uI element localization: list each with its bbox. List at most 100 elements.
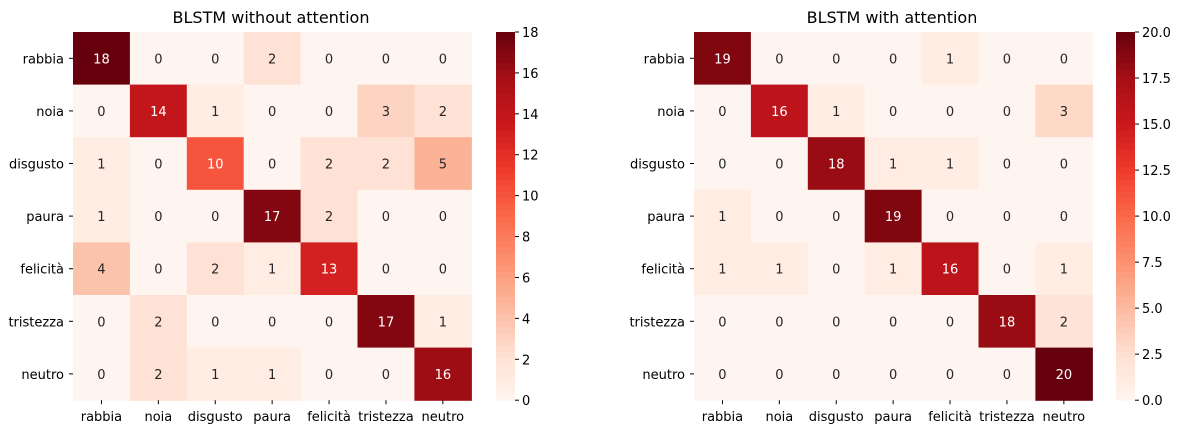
colorbar-segment: [1116, 344, 1135, 352]
heatmap-cell: [807, 32, 866, 86]
cell-value-label: 0: [211, 315, 219, 330]
cell-value-label: 0: [832, 315, 840, 330]
colorbar-segment: [1116, 179, 1135, 187]
colorbar-segment: [496, 357, 515, 364]
heatmap-cell: [864, 347, 923, 401]
y-tick-label: felicità: [20, 263, 64, 278]
colorbar-segment: [1116, 173, 1135, 180]
cell-value-label: 0: [439, 52, 447, 67]
y-tick-label: felicità: [641, 263, 685, 278]
colorbar-segment: [1116, 283, 1135, 291]
colorbar-segment: [496, 363, 515, 371]
heatmap-cell: [186, 347, 245, 401]
cell-value-label: 0: [211, 210, 219, 225]
colorbar-tick-label: 7.5: [1142, 256, 1163, 271]
colorbar-segment: [1116, 277, 1135, 285]
heatmap-cell: [300, 295, 359, 349]
colorbar-segment: [1116, 111, 1135, 119]
colorbar-tick-label: 12: [522, 149, 539, 164]
colorbar-segment: [496, 148, 515, 156]
cell-value-label: 0: [775, 210, 783, 225]
cell-value-label: 0: [439, 263, 447, 278]
colorbar-segment: [496, 179, 515, 187]
cell-value-label: 0: [889, 368, 897, 383]
colorbar-segment: [496, 338, 515, 346]
cell-value-label: 0: [718, 315, 726, 330]
cell-value-label: 0: [775, 368, 783, 383]
y-tick-label: tristezza: [8, 315, 64, 330]
colorbar-segment: [496, 167, 515, 174]
cell-value-label: 5: [439, 158, 447, 173]
x-tick-label: disgusto: [809, 410, 864, 425]
colorbar-segment: [1116, 271, 1135, 279]
heatmap-cell: [694, 295, 752, 349]
heatmap-cell: [243, 137, 302, 191]
heatmap-cell: [1035, 347, 1093, 401]
colorbar-segment: [496, 394, 515, 401]
colorbar-segment: [496, 99, 515, 107]
cell-value-label: 0: [325, 52, 333, 67]
colorbar-segment: [496, 302, 515, 309]
cell-value-label: 4: [97, 263, 105, 278]
colorbar-segment: [1116, 62, 1135, 70]
colorbar-segment: [496, 197, 515, 205]
cell-value-label: 0: [1003, 52, 1011, 67]
cell-value-label: 1: [946, 158, 954, 173]
y-tick-label: noia: [657, 105, 685, 120]
heatmap-cell: [807, 295, 866, 349]
cell-value-label: 0: [1003, 368, 1011, 383]
cell-value-label: 0: [832, 263, 840, 278]
colorbar-segment: [1116, 357, 1135, 364]
y-tick-label: tristezza: [629, 315, 685, 330]
colorbar-segment: [496, 185, 515, 193]
heatmap-cell: [129, 295, 188, 349]
colorbar-segment: [1116, 394, 1135, 401]
colorbar-segment: [1116, 38, 1135, 45]
cell-value-label: 0: [325, 105, 333, 120]
heatmap-cell: [300, 347, 359, 401]
heatmap-cell: [921, 295, 980, 349]
cell-value-label: 3: [382, 105, 390, 120]
colorbar-segment: [496, 387, 515, 395]
heatmap-cell: [864, 137, 923, 191]
cell-value-label: 16: [942, 263, 959, 278]
heatmap-cell: [186, 32, 245, 86]
heatmap-cell: [694, 84, 752, 138]
cell-value-label: 0: [1060, 52, 1068, 67]
colorbar-segment: [496, 283, 515, 291]
y-tick-label: neutro: [21, 368, 64, 383]
colorbar-segment: [1116, 191, 1135, 199]
cell-value-label: 0: [718, 105, 726, 120]
colorbar-segment: [496, 234, 515, 242]
colorbar-segment: [1116, 136, 1135, 144]
cell-value-label: 0: [211, 52, 219, 67]
heatmap-cell: [300, 189, 359, 243]
cell-value-label: 16: [435, 368, 452, 383]
heatmap-cell: [694, 32, 752, 86]
heatmap-cell: [414, 84, 472, 138]
colorbar-tick-label: 10: [522, 190, 539, 205]
x-tick-label: paura: [874, 410, 912, 425]
cell-value-label: 19: [885, 210, 902, 225]
cell-value-label: 0: [946, 315, 954, 330]
colorbar-segment: [1116, 185, 1135, 193]
chart-title: BLSTM with attention: [807, 8, 978, 27]
heatmap-cell: [694, 242, 752, 296]
heatmap-cell: [129, 347, 188, 401]
heatmap-cell: [807, 137, 866, 191]
heatmap-cell: [1035, 84, 1093, 138]
colorbar-segment: [1116, 308, 1135, 315]
colorbar-segment: [1116, 295, 1135, 303]
colorbar-segment: [496, 173, 515, 180]
heatmap-cell: [414, 32, 472, 86]
heatmap-cell: [186, 242, 245, 296]
x-tick-label: neutro: [1043, 410, 1086, 425]
x-tick-label: felicità: [928, 410, 972, 425]
colorbar-segment: [496, 375, 515, 383]
heatmap-cell: [921, 32, 980, 86]
heatmap-cell: [73, 347, 131, 401]
colorbar-segment: [496, 136, 515, 144]
cell-value-label: 1: [718, 263, 726, 278]
heatmap-cell: [750, 242, 809, 296]
